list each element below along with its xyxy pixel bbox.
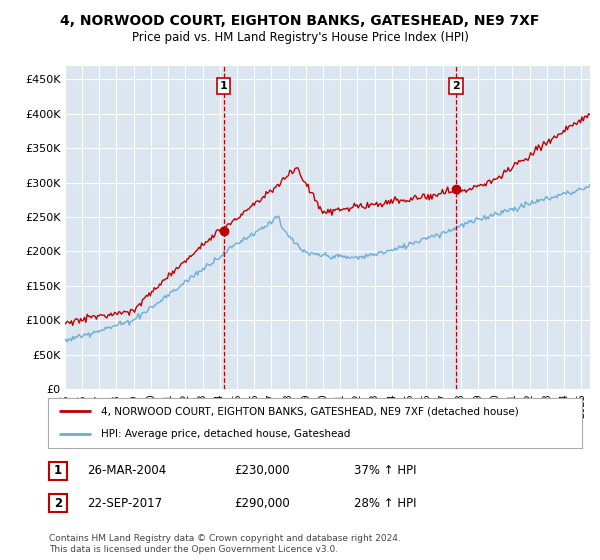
Text: 1: 1: [220, 81, 227, 91]
Text: Price paid vs. HM Land Registry's House Price Index (HPI): Price paid vs. HM Land Registry's House …: [131, 31, 469, 44]
Text: 26-MAR-2004: 26-MAR-2004: [87, 464, 166, 478]
Text: 4, NORWOOD COURT, EIGHTON BANKS, GATESHEAD, NE9 7XF: 4, NORWOOD COURT, EIGHTON BANKS, GATESHE…: [61, 14, 539, 28]
Text: 2: 2: [452, 81, 460, 91]
Text: HPI: Average price, detached house, Gateshead: HPI: Average price, detached house, Gate…: [101, 430, 351, 440]
Text: £230,000: £230,000: [234, 464, 290, 478]
Text: 28% ↑ HPI: 28% ↑ HPI: [354, 497, 416, 510]
Text: 37% ↑ HPI: 37% ↑ HPI: [354, 464, 416, 478]
Text: Contains HM Land Registry data © Crown copyright and database right 2024.
This d: Contains HM Land Registry data © Crown c…: [49, 534, 401, 554]
Text: £290,000: £290,000: [234, 497, 290, 510]
Text: 4, NORWOOD COURT, EIGHTON BANKS, GATESHEAD, NE9 7XF (detached house): 4, NORWOOD COURT, EIGHTON BANKS, GATESHE…: [101, 406, 519, 416]
Text: 1: 1: [54, 464, 62, 478]
Text: 2: 2: [54, 497, 62, 510]
Text: 22-SEP-2017: 22-SEP-2017: [87, 497, 162, 510]
